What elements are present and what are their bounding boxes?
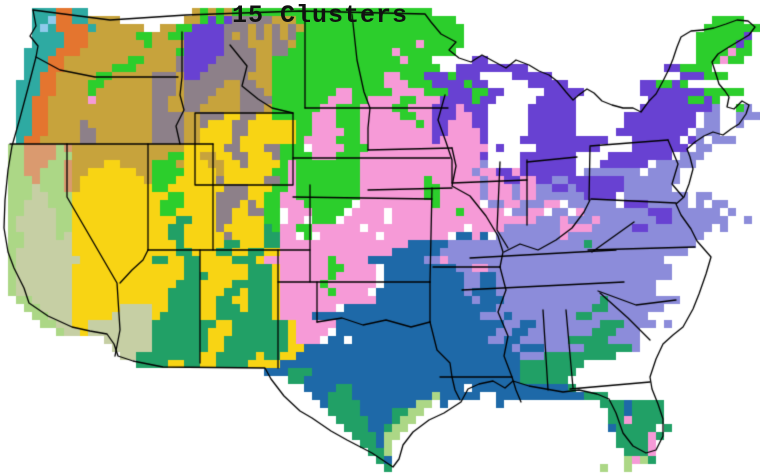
map-title: 15 Clusters <box>231 1 409 30</box>
